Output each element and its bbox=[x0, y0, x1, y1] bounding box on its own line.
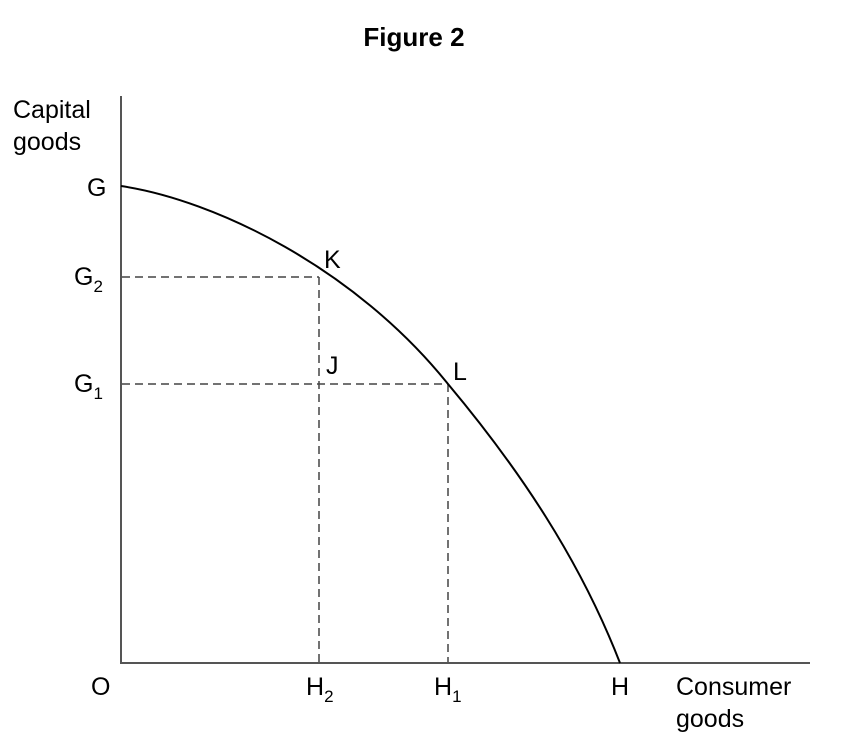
y-tick-g2: G2 bbox=[74, 263, 103, 296]
y-tick-g1-letter: G bbox=[74, 370, 93, 398]
x-tick-h1-subscript: 1 bbox=[452, 687, 461, 706]
y-tick-g-letter: G bbox=[87, 174, 106, 202]
figure-title: Figure 2 bbox=[363, 22, 464, 52]
y-tick-g1-subscript: 1 bbox=[93, 384, 102, 403]
point-l-label: L bbox=[453, 358, 467, 386]
production-possibility-curve bbox=[120, 185, 621, 664]
x-axis-label-line1: Consumer bbox=[676, 673, 791, 701]
y-tick-g1: G1 bbox=[74, 370, 103, 403]
x-axis-label-line2: goods bbox=[676, 705, 744, 733]
y-axis-label-line1: Capital bbox=[13, 96, 91, 124]
x-tick-h1: H1 bbox=[434, 673, 462, 706]
y-tick-g2-subscript: 2 bbox=[93, 277, 102, 296]
y-tick-g: G bbox=[87, 174, 106, 202]
x-tick-h-letter: H bbox=[611, 673, 629, 701]
y-axis-label-line2: goods bbox=[13, 128, 81, 156]
y-axis-label: Capital goods bbox=[13, 96, 98, 156]
x-tick-h2-letter: H bbox=[306, 673, 324, 701]
x-tick-h1-letter: H bbox=[434, 673, 452, 701]
origin-label: O bbox=[91, 673, 110, 701]
x-tick-h2: H2 bbox=[306, 673, 334, 706]
y-tick-g2-letter: G bbox=[74, 263, 93, 291]
point-j-label: J bbox=[326, 352, 339, 380]
point-k-label: K bbox=[324, 246, 341, 274]
x-tick-h2-subscript: 2 bbox=[324, 687, 333, 706]
x-axis-label: Consumer goods bbox=[676, 673, 798, 733]
x-tick-h: H bbox=[611, 673, 629, 701]
